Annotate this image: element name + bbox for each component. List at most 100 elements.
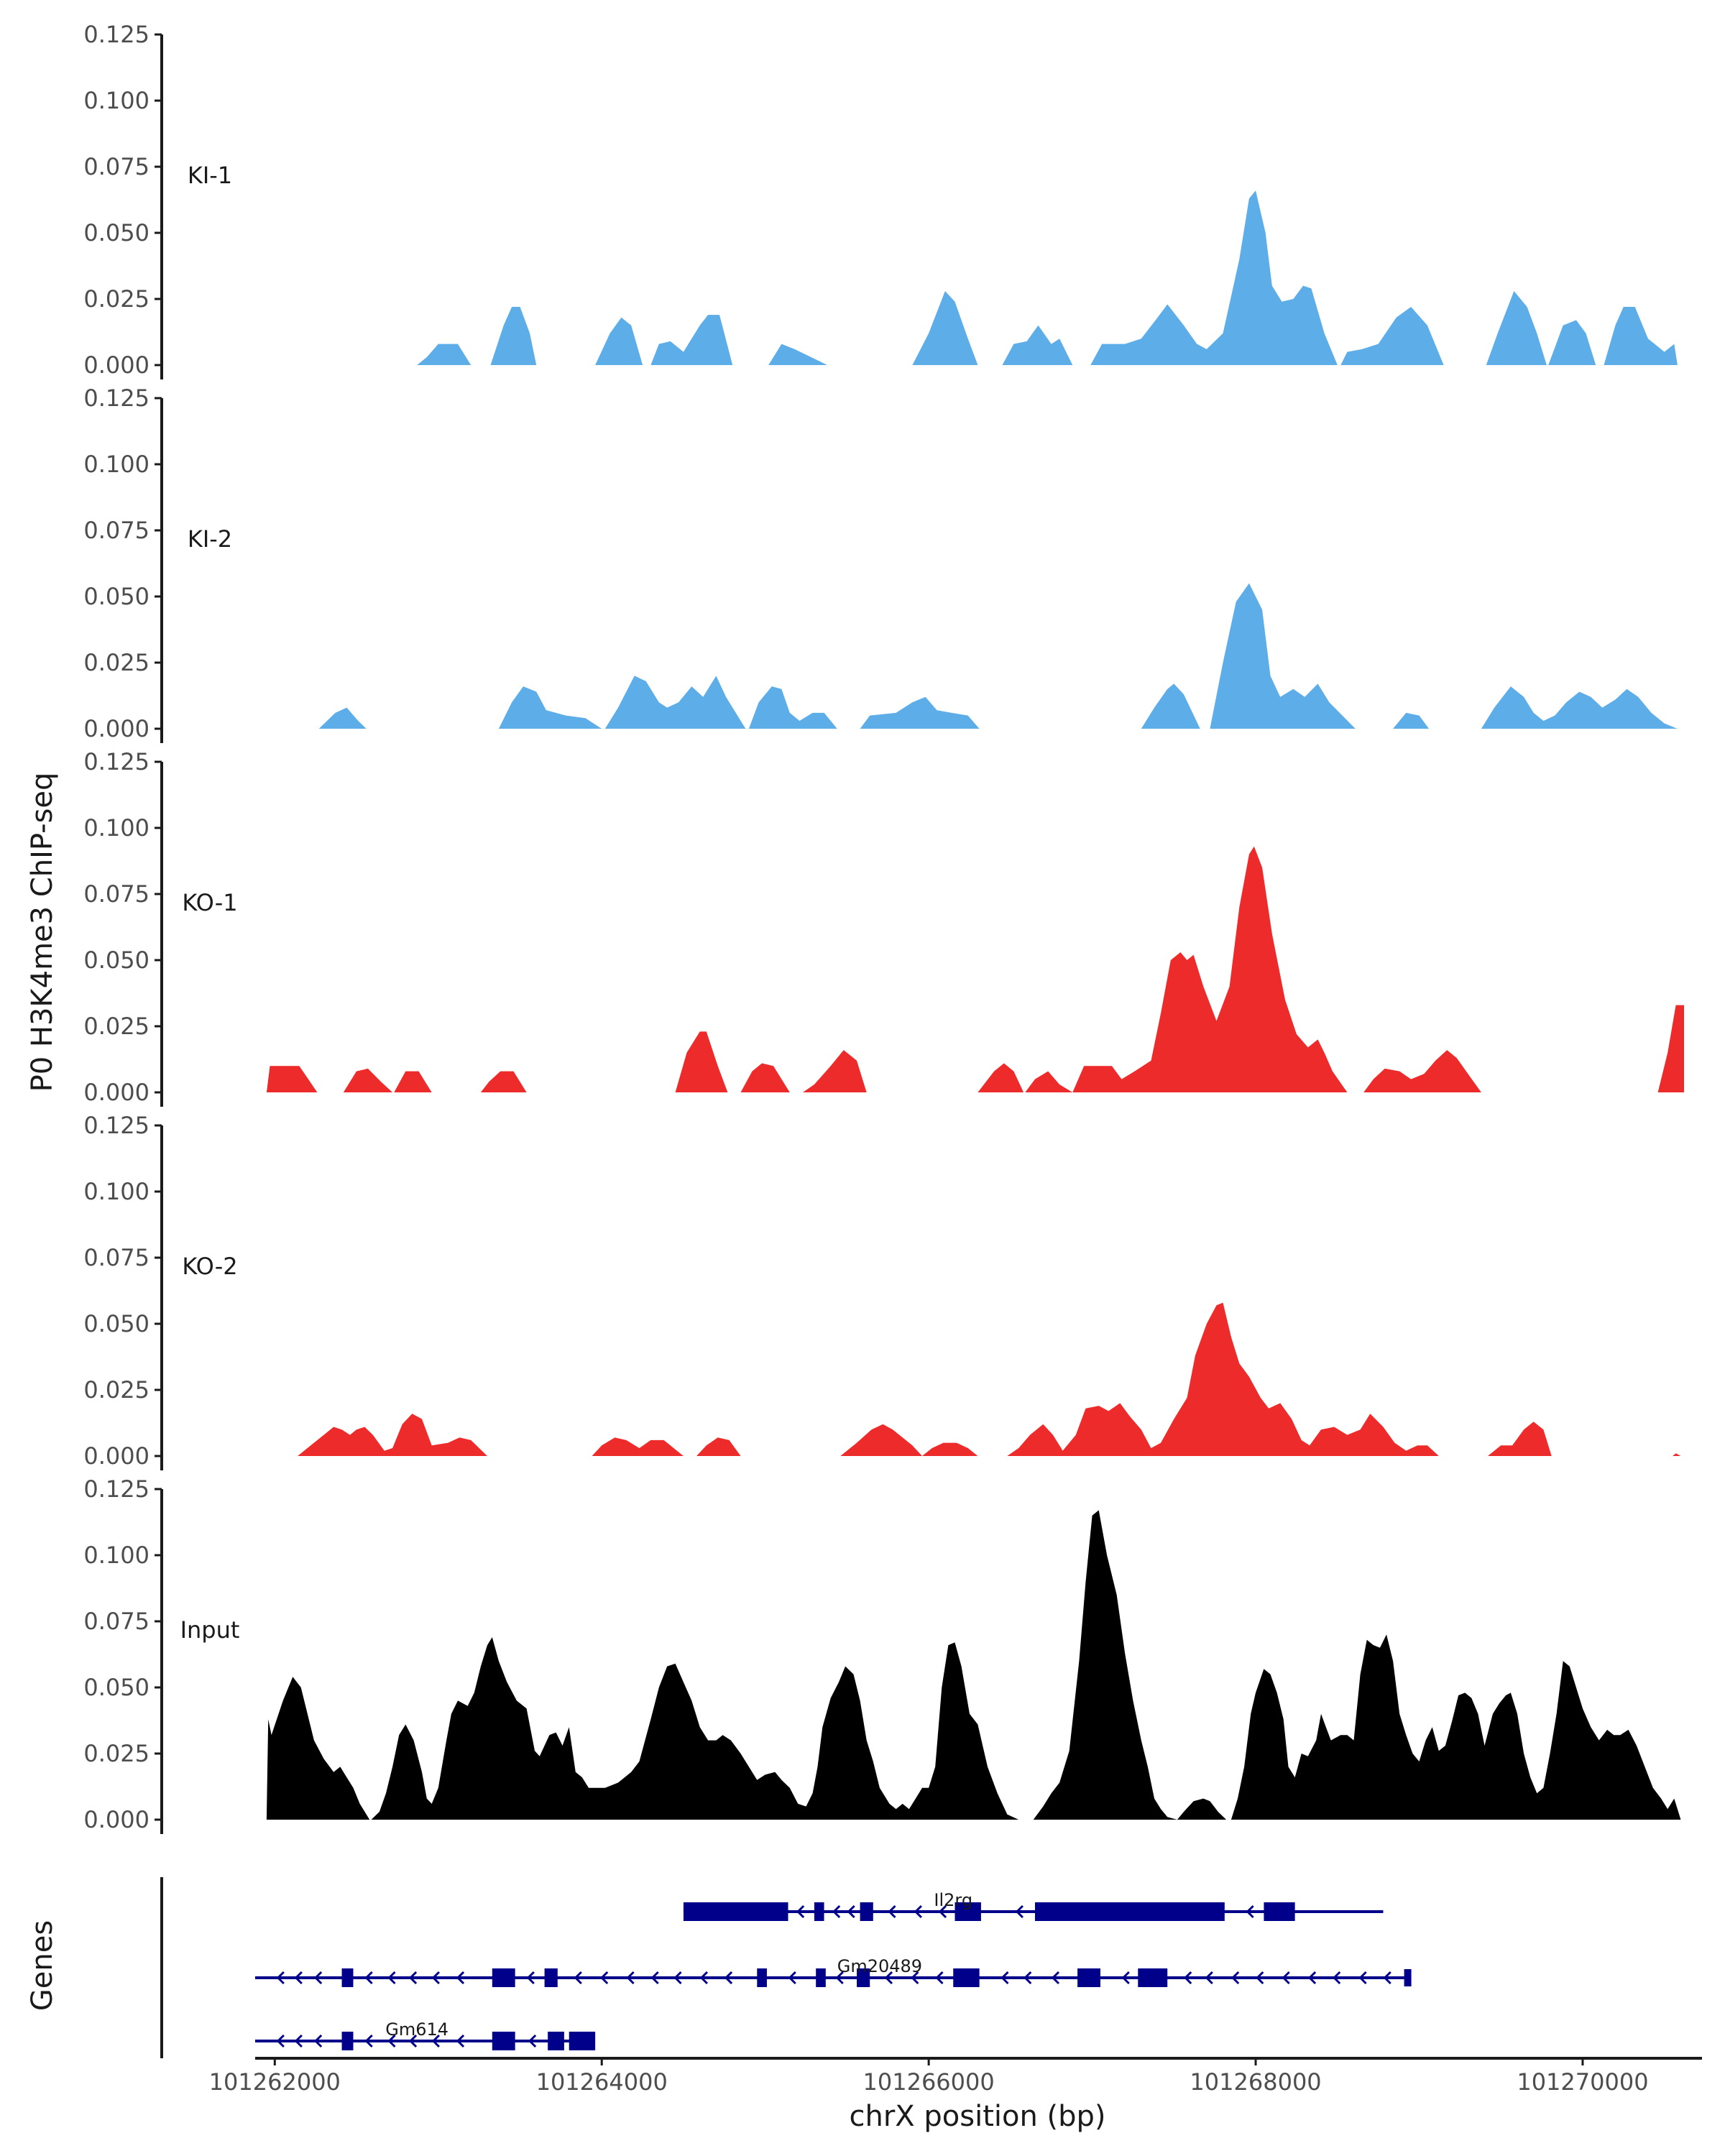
x-tick-label: 101268000 [1190,2068,1321,2096]
strand-arrow [847,1904,855,1919]
strand-arrow [1231,1971,1240,1985]
exon [548,2032,564,2050]
coverage-peak [1604,307,1678,365]
strand-arrow [1333,1971,1341,1985]
y-tick-label: 0.100 [83,1542,150,1569]
y-axis-ki-1: 0.000 0.025 0.050 0.075 0.100 0.125 [83,21,163,379]
coverage-peak [840,1424,922,1456]
y-tick-label: 0.000 [83,715,150,742]
coverage-peak [1033,1510,1177,1820]
coverage-peak [1090,190,1338,365]
strand-arrow [600,1971,609,1985]
y-tick-label: 0.075 [83,1244,150,1271]
strand-arrow [276,1971,285,1985]
coverage-peak [1025,1071,1073,1092]
gene-gm20489 [255,1968,1412,1987]
coverage-tracks: 0.0000.0250.0500.0750.1000.125KI-10.0000… [83,21,1684,1834]
coverage-peak [1393,712,1430,729]
exon [341,2032,354,2050]
track-label: Input [180,1616,240,1644]
strand-arrow [1205,1971,1213,1985]
strand-arrow [650,1971,659,1985]
coverage-peak [490,307,537,365]
strand-arrow [884,1971,893,1985]
coverage-peak [592,1437,684,1456]
exon [1138,1968,1168,1987]
y-tick-label: 0.075 [83,517,150,544]
strand-arrow [387,1971,396,1985]
strand-arrow [1246,1904,1254,1919]
strand-arrow [673,1971,682,1985]
y-tick-label: 0.125 [83,1112,150,1139]
strand-arrow [888,1904,896,1919]
track-ko-1: 0.000 0.025 0.050 0.075 0.100 0.125 KO-1 [83,748,1684,1107]
y-tick-label: 0.125 [83,748,150,775]
strand-arrow [1282,1971,1290,1985]
coverage-peak [1486,291,1547,365]
coverage-peak [1548,320,1596,365]
y-axis-title: P0 H3K4me3 ChIP-seq [26,773,59,1092]
coverage-peak [318,707,367,729]
y-tick-label: 0.050 [83,583,150,610]
coverage-peak [1007,1302,1439,1456]
coverage-peak [978,1063,1024,1092]
exon [814,1902,824,1921]
y-tick-label: 0.100 [83,451,150,478]
x-axis-title: chrX position (bp) [849,2100,1105,2133]
coverage-peak [595,317,643,365]
coverage-peak [604,676,746,729]
coverage-peak [1340,307,1444,365]
track-ki-2: 0.000 0.025 0.050 0.075 0.100 0.125 KI-2 [83,384,1678,743]
exon [341,1968,354,1987]
y-tick-label: 0.025 [83,1013,150,1040]
exon [569,2032,596,2050]
strand-arrow [456,1971,465,1985]
strand-arrow [788,1971,796,1985]
x-axis: 101262000 101264000 101266000 101268000 1012… [209,2057,1702,2096]
strand-arrow [1383,1971,1392,1985]
coverage-peak [1177,1798,1227,1820]
exon [1034,1902,1225,1921]
strand-arrow [626,1971,635,1985]
track-label: KO-2 [182,1253,237,1280]
x-tick-label: 101262000 [209,2068,341,2096]
y-axis-ko-1: 0.000 0.025 0.050 0.075 0.100 0.125 [83,748,163,1107]
exon [544,1968,558,1987]
strand-arrow [456,2034,465,2048]
coverage-peak [740,1063,790,1092]
coverage-peak [343,1068,393,1092]
coverage-peak [1141,683,1200,729]
strand-arrow [796,1904,805,1919]
x-tick-label: 101270000 [1517,2068,1648,2096]
strand-arrow [835,1971,844,1985]
y-tick-label: 0.025 [83,1740,150,1767]
y-axis-ko-2: 0.000 0.025 0.050 0.075 0.100 0.125 [83,1112,163,1470]
strand-arrow [364,2034,373,2048]
gene-gm614 [255,2032,596,2050]
y-tick-label: 0.075 [83,1608,150,1635]
y-axis-input: 0.000 0.025 0.050 0.075 0.100 0.125 [83,1475,163,1834]
y-tick-label: 0.000 [83,1806,150,1833]
coverage-peak [1002,325,1073,365]
coverage-peak [480,1071,527,1092]
y-tick-label: 0.125 [83,384,150,412]
gene-il2rg [683,1902,1384,1921]
gene-track: Il2rg Gm20489 Gm614 [160,1877,1412,2058]
strand-arrow [408,1971,418,1985]
strand-arrow [1358,1971,1367,1985]
y-tick-label: 0.025 [83,649,150,676]
exon [954,1902,981,1921]
strand-arrow [314,2034,323,2048]
exon [1077,1968,1100,1987]
coverage-peak [803,1050,867,1092]
y-tick-label: 0.025 [83,1376,150,1404]
y-tick-label: 0.075 [83,153,150,180]
coverage-peak [1657,1005,1684,1092]
y-tick-label: 0.050 [83,946,150,974]
y-tick-label: 0.025 [83,285,150,313]
y-tick-label: 0.100 [83,87,150,114]
coverage-peak [498,686,602,729]
coverage-peak [650,315,733,365]
track-input: 0.000 0.025 0.050 0.075 0.100 0.125 Input [83,1475,1681,1834]
y-tick-label: 0.125 [83,1475,150,1503]
